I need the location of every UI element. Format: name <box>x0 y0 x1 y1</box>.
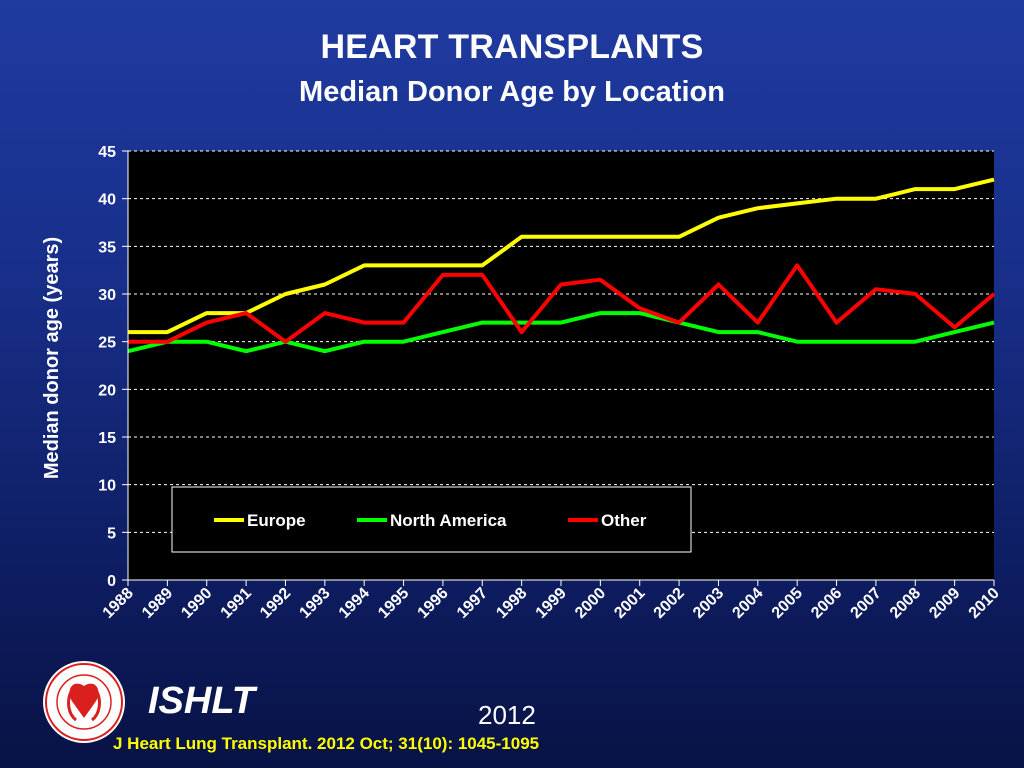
series-line-europe <box>128 177 995 335</box>
x-tick-label: 2009 <box>926 585 963 622</box>
x-tick-label: 1988 <box>100 585 137 622</box>
y-axis-label: Median donor age (years) <box>41 237 63 479</box>
slide-title: HEART TRANSPLANTS <box>320 28 704 66</box>
journal-citation: J Heart Lung Transplant. 2012 Oct; 31(10… <box>113 734 540 753</box>
x-tick-label: 1993 <box>296 585 333 622</box>
series-line-north-america <box>127 311 995 354</box>
legend-label-north-america: North America <box>390 511 507 530</box>
legend-label-europe: Europe <box>247 511 306 530</box>
y-tick-label: 0 <box>107 573 116 590</box>
x-tick-label: 2005 <box>769 585 806 622</box>
x-tick-label: 2007 <box>848 585 885 622</box>
chart-legend: Europe North America Other <box>171 486 692 553</box>
x-tick-label: 2004 <box>729 585 766 622</box>
x-tick-label: 2001 <box>611 585 648 622</box>
x-tick-label: 1989 <box>139 585 176 622</box>
x-tick-label: 2002 <box>651 585 688 622</box>
legend-label-other: Other <box>601 511 647 530</box>
x-tick-label: 2006 <box>808 585 845 622</box>
x-tick-label: 1995 <box>375 585 412 622</box>
x-tick-label: 1997 <box>454 585 491 622</box>
x-tick-label: 1998 <box>493 585 530 622</box>
ishlt-brand: ISHLT <box>148 680 255 722</box>
x-tick-label: 1992 <box>257 585 294 622</box>
x-tick-label: 1990 <box>178 585 215 622</box>
series-line-other <box>128 263 996 344</box>
x-tick-label: 2003 <box>690 585 727 622</box>
x-tick-label: 2000 <box>572 585 609 622</box>
y-tick-label: 25 <box>98 335 116 352</box>
y-tick-label: 45 <box>98 144 116 161</box>
legend-box <box>171 486 692 553</box>
x-tick-label: 1999 <box>533 585 570 622</box>
slide-subtitle: Median Donor Age by Location <box>299 76 725 108</box>
x-tick-label: 1991 <box>218 585 255 622</box>
ishlt-society-seal-icon <box>43 661 125 743</box>
x-tick-label: 1996 <box>415 585 452 622</box>
slide-year: 2012 <box>478 700 536 730</box>
y-tick-label: 10 <box>98 478 116 495</box>
y-tick-label: 5 <box>107 525 116 542</box>
x-tick-label: 2008 <box>887 585 924 622</box>
x-tick-label: 2010 <box>966 585 1003 622</box>
y-tick-label: 35 <box>98 239 116 256</box>
y-tick-label: 30 <box>98 287 116 304</box>
y-tick-label: 40 <box>98 192 116 209</box>
y-tick-label: 20 <box>98 382 116 399</box>
x-tick-label: 1994 <box>336 585 373 622</box>
y-tick-label: 15 <box>98 430 116 447</box>
